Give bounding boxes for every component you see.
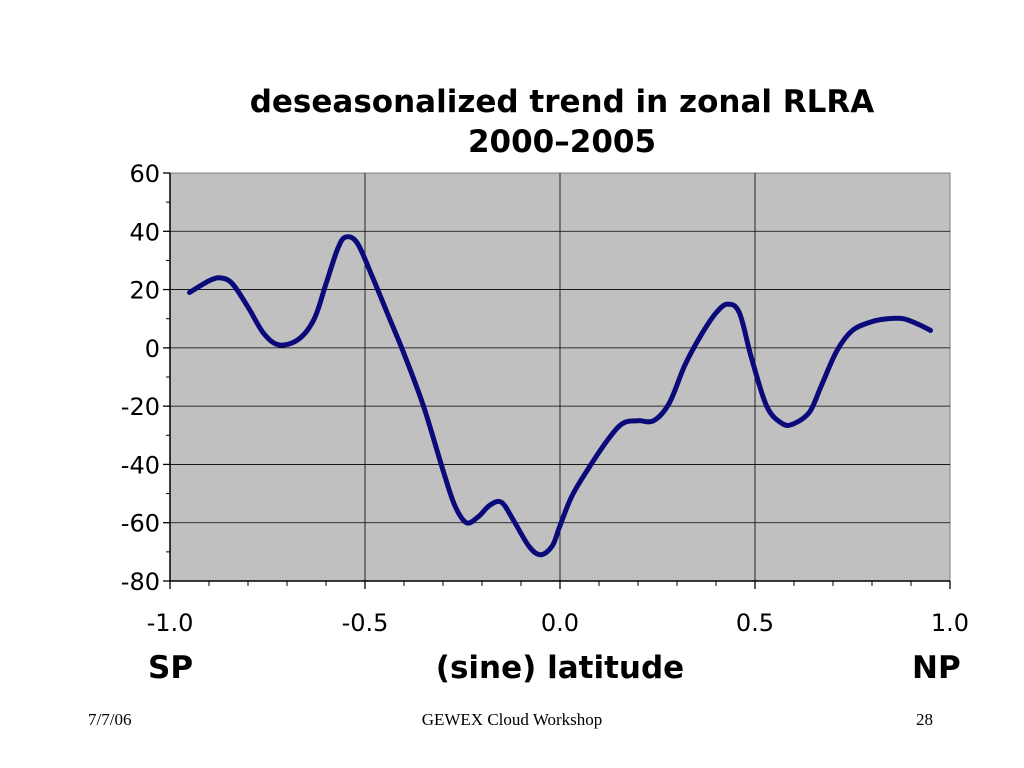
north-pole-label: NP [912,650,961,686]
x-tick-label: -0.5 [342,609,389,637]
y-tick-label: -60 [121,510,160,538]
chart-title: deseasonalized trend in zonal RLRA 2000–… [0,82,1024,162]
x-tick-label: -1.0 [147,609,194,637]
footer-date: 7/7/06 [88,710,132,729]
page-number: 28 [916,710,933,729]
x-tick-label: 0.0 [541,609,579,637]
x-tick-label: 1.0 [931,609,969,637]
x-axis-label: (sine) latitude [435,650,685,686]
footer-title: GEWEX Cloud Workshop [421,710,603,729]
x-tick-label: 0.5 [736,609,774,637]
y-tick-label: 40 [129,218,160,246]
y-tick-label: -40 [121,451,160,479]
y-tick-label: -20 [121,393,160,421]
south-pole-label: SP [148,650,194,686]
y-tick-label: 60 [129,160,160,188]
y-tick-label: -80 [121,568,160,596]
y-tick-label: 0 [145,335,160,363]
chart-title-line-1: deseasonalized trend in zonal RLRA [249,84,875,120]
chart-title-line-2: 2000–2005 [467,124,657,160]
y-tick-label: 20 [129,277,160,305]
series-line [187,234,933,558]
